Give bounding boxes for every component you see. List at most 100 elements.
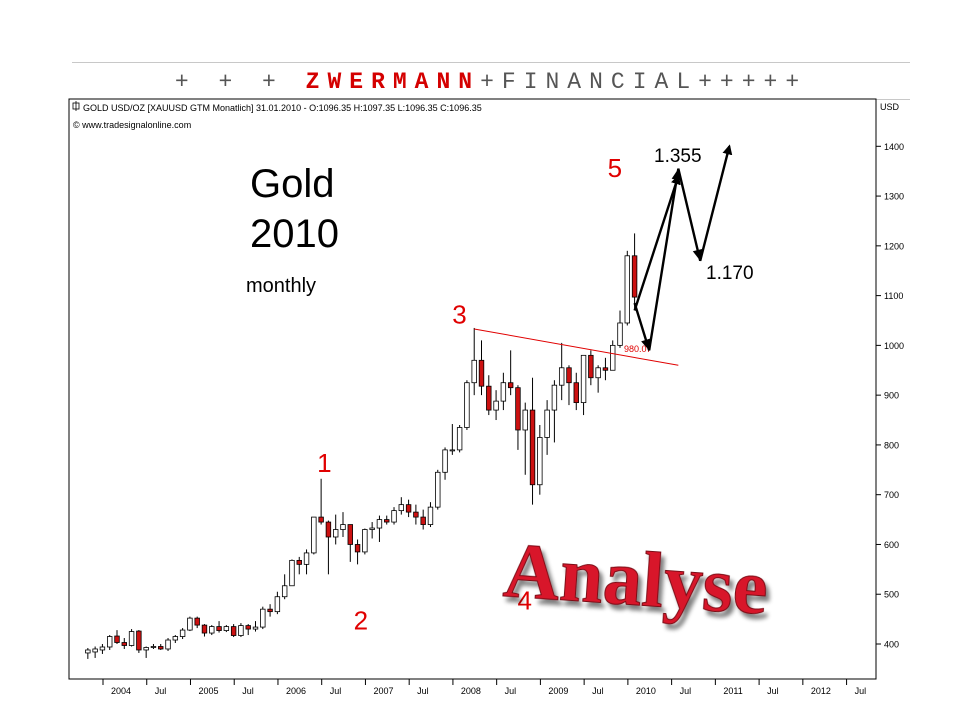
candle-body [114, 635, 120, 643]
candle-up [558, 342, 565, 401]
candle-up [500, 372, 507, 411]
candle-up [340, 512, 346, 537]
candle-body [165, 639, 171, 650]
banner: + + + ZWERMANN+FINANCIAL+++++ [72, 62, 910, 100]
wave-labels: 1 2 3 4 5 [317, 153, 622, 635]
candle-down [245, 624, 251, 636]
candle-down [216, 621, 222, 633]
candle-body [456, 427, 463, 451]
candle-body [573, 382, 579, 404]
instrument-label: GOLD USD/OZ [XAUUSD GTM Monatlich] 31.01… [83, 103, 482, 113]
copyright-label: © www.tradesignalonline.com [73, 120, 191, 130]
candle-body [201, 624, 208, 634]
candle-body [216, 626, 222, 631]
candle-up [595, 365, 601, 393]
candle-body [187, 617, 193, 631]
candle-down [405, 499, 412, 518]
candle-up [449, 424, 456, 455]
banner-brand: ZWERMANN [305, 69, 481, 95]
candle-down [354, 539, 361, 565]
candle-down [325, 520, 332, 575]
candle-up [238, 623, 244, 638]
y-tick-label: 1300 [884, 192, 904, 202]
target-high-label: 1.355 [654, 146, 702, 167]
candle-body [522, 409, 528, 431]
x-tick-label: Jul [855, 686, 867, 696]
x-tick-label: 2004 [111, 686, 131, 696]
candle-body [486, 385, 492, 411]
candle-up [610, 340, 616, 371]
candle-up [150, 644, 157, 649]
candle-body [325, 521, 332, 538]
candle-body [376, 519, 383, 529]
candle-up [464, 380, 470, 430]
title-year: 2010 [250, 212, 339, 256]
candle-body [588, 354, 594, 379]
candle-down [420, 509, 426, 530]
y-tick-label: 900 [884, 391, 899, 401]
candle-body [347, 524, 353, 545]
x-tick-label: Jul [505, 686, 517, 696]
candle-body [515, 387, 521, 431]
candle-body [405, 504, 412, 513]
candle-body [551, 384, 558, 411]
candles [85, 233, 638, 659]
candle-body [398, 504, 405, 512]
candle-body [150, 646, 157, 648]
y-tick-label: 1200 [884, 241, 904, 251]
candle-body [158, 646, 164, 650]
candle-up [362, 528, 368, 555]
x-tick-label: 2012 [811, 686, 831, 696]
x-tick-label: Jul [417, 686, 429, 696]
y-tick-label: 600 [884, 540, 899, 550]
candle-body [318, 516, 324, 523]
candle-up [128, 629, 135, 647]
candle-body [274, 596, 281, 613]
candle-up [398, 497, 405, 515]
candle-body [128, 631, 135, 646]
candle-body [107, 636, 113, 648]
candle-up [85, 647, 91, 659]
candle-up [179, 628, 186, 640]
banner-text: + + + ZWERMANN+FINANCIAL+++++ [72, 69, 910, 95]
candle-up [143, 646, 149, 658]
candle-up [537, 425, 543, 495]
candle-down [602, 357, 609, 381]
candle-body [595, 367, 601, 379]
candle-up [544, 400, 550, 455]
candle-body [296, 559, 302, 565]
candle-body [209, 626, 215, 634]
candle-down [529, 377, 536, 505]
support-level-label: 980.07 [624, 344, 652, 354]
candle-body [260, 608, 266, 628]
candle-up [107, 635, 113, 650]
currency-label: USD [880, 102, 900, 112]
candle-body [413, 511, 419, 518]
candle-down [296, 556, 302, 575]
candle-body [624, 255, 630, 324]
candle-body [143, 647, 149, 651]
banner-suffix: +FINANCIAL+++++ [480, 69, 808, 95]
y-axis: 400 500 600 700 800 900 1000 1100 1200 1300 1400 [876, 142, 904, 650]
candle-body [537, 437, 543, 486]
candle-body [471, 359, 477, 384]
candle-down [478, 340, 485, 396]
candle-body [354, 544, 361, 553]
candle-up [471, 327, 477, 396]
wave-label-1: 1 [317, 448, 331, 478]
candle-down [194, 616, 200, 629]
candle-up [435, 469, 441, 510]
projection-arrowhead [641, 338, 651, 351]
target-low-label: 1.170 [706, 263, 754, 284]
candle-body [223, 626, 230, 631]
candle-body [245, 625, 251, 630]
candle-body [362, 529, 368, 553]
candle-body [617, 322, 623, 346]
candle-body [281, 585, 288, 598]
x-tick-label: Jul [592, 686, 604, 696]
candle-up [260, 606, 266, 630]
trendline [474, 328, 679, 366]
candle-up [376, 515, 383, 542]
x-tick-label: Jul [242, 686, 254, 696]
candle-down [114, 630, 120, 644]
